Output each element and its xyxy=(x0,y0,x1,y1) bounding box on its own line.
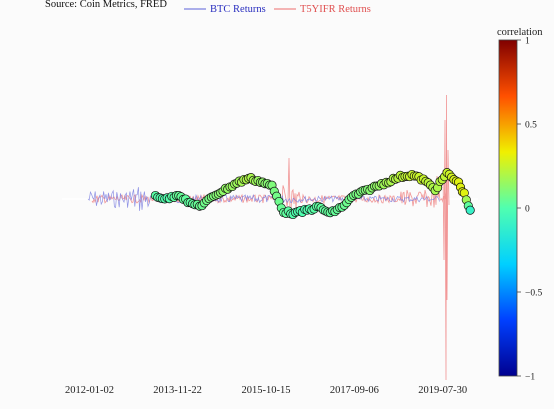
x-tick-label: 2019-07-30 xyxy=(418,385,467,396)
btc-returns-series xyxy=(87,187,440,211)
btc-returns-line xyxy=(87,187,440,211)
x-tick-label: 2012-01-02 xyxy=(65,385,114,396)
x-tick-label: 2015-10-15 xyxy=(242,385,291,396)
correlation-scatter xyxy=(150,168,475,220)
colorbar: correlation 1 0.5 0 −0.5 −1 xyxy=(497,27,543,383)
colorbar-ticks: 1 0.5 0 −0.5 −1 xyxy=(517,37,542,383)
colorbar-tick-label: −0.5 xyxy=(525,289,542,299)
x-tick-label: 2013-11-22 xyxy=(153,385,202,396)
colorbar-tick-label: 0 xyxy=(525,205,530,215)
colorbar-tick-label: 1 xyxy=(525,37,530,47)
chart-source: Source: Coin Metrics, FRED xyxy=(45,0,167,10)
correlation-point xyxy=(465,205,475,215)
legend-label-btc[interactable]: BTC Returns xyxy=(210,4,266,15)
colorbar-tick-label: 0.5 xyxy=(525,121,537,131)
x-tick-label: 2017-09-06 xyxy=(330,385,379,396)
colorbar-tick-label: −1 xyxy=(525,373,535,383)
legend: BTC Returns T5YIFR Returns xyxy=(184,4,371,15)
colorbar-title: correlation xyxy=(497,27,543,38)
colorbar-gradient xyxy=(498,39,518,377)
t5yifr-returns-line xyxy=(91,94,450,381)
t5yifr-returns-series xyxy=(91,94,450,381)
x-axis: 2012-01-02 2013-11-22 2015-10-15 2017-09-06… xyxy=(65,385,467,396)
legend-label-t5yifr[interactable]: T5YIFR Returns xyxy=(300,4,371,15)
